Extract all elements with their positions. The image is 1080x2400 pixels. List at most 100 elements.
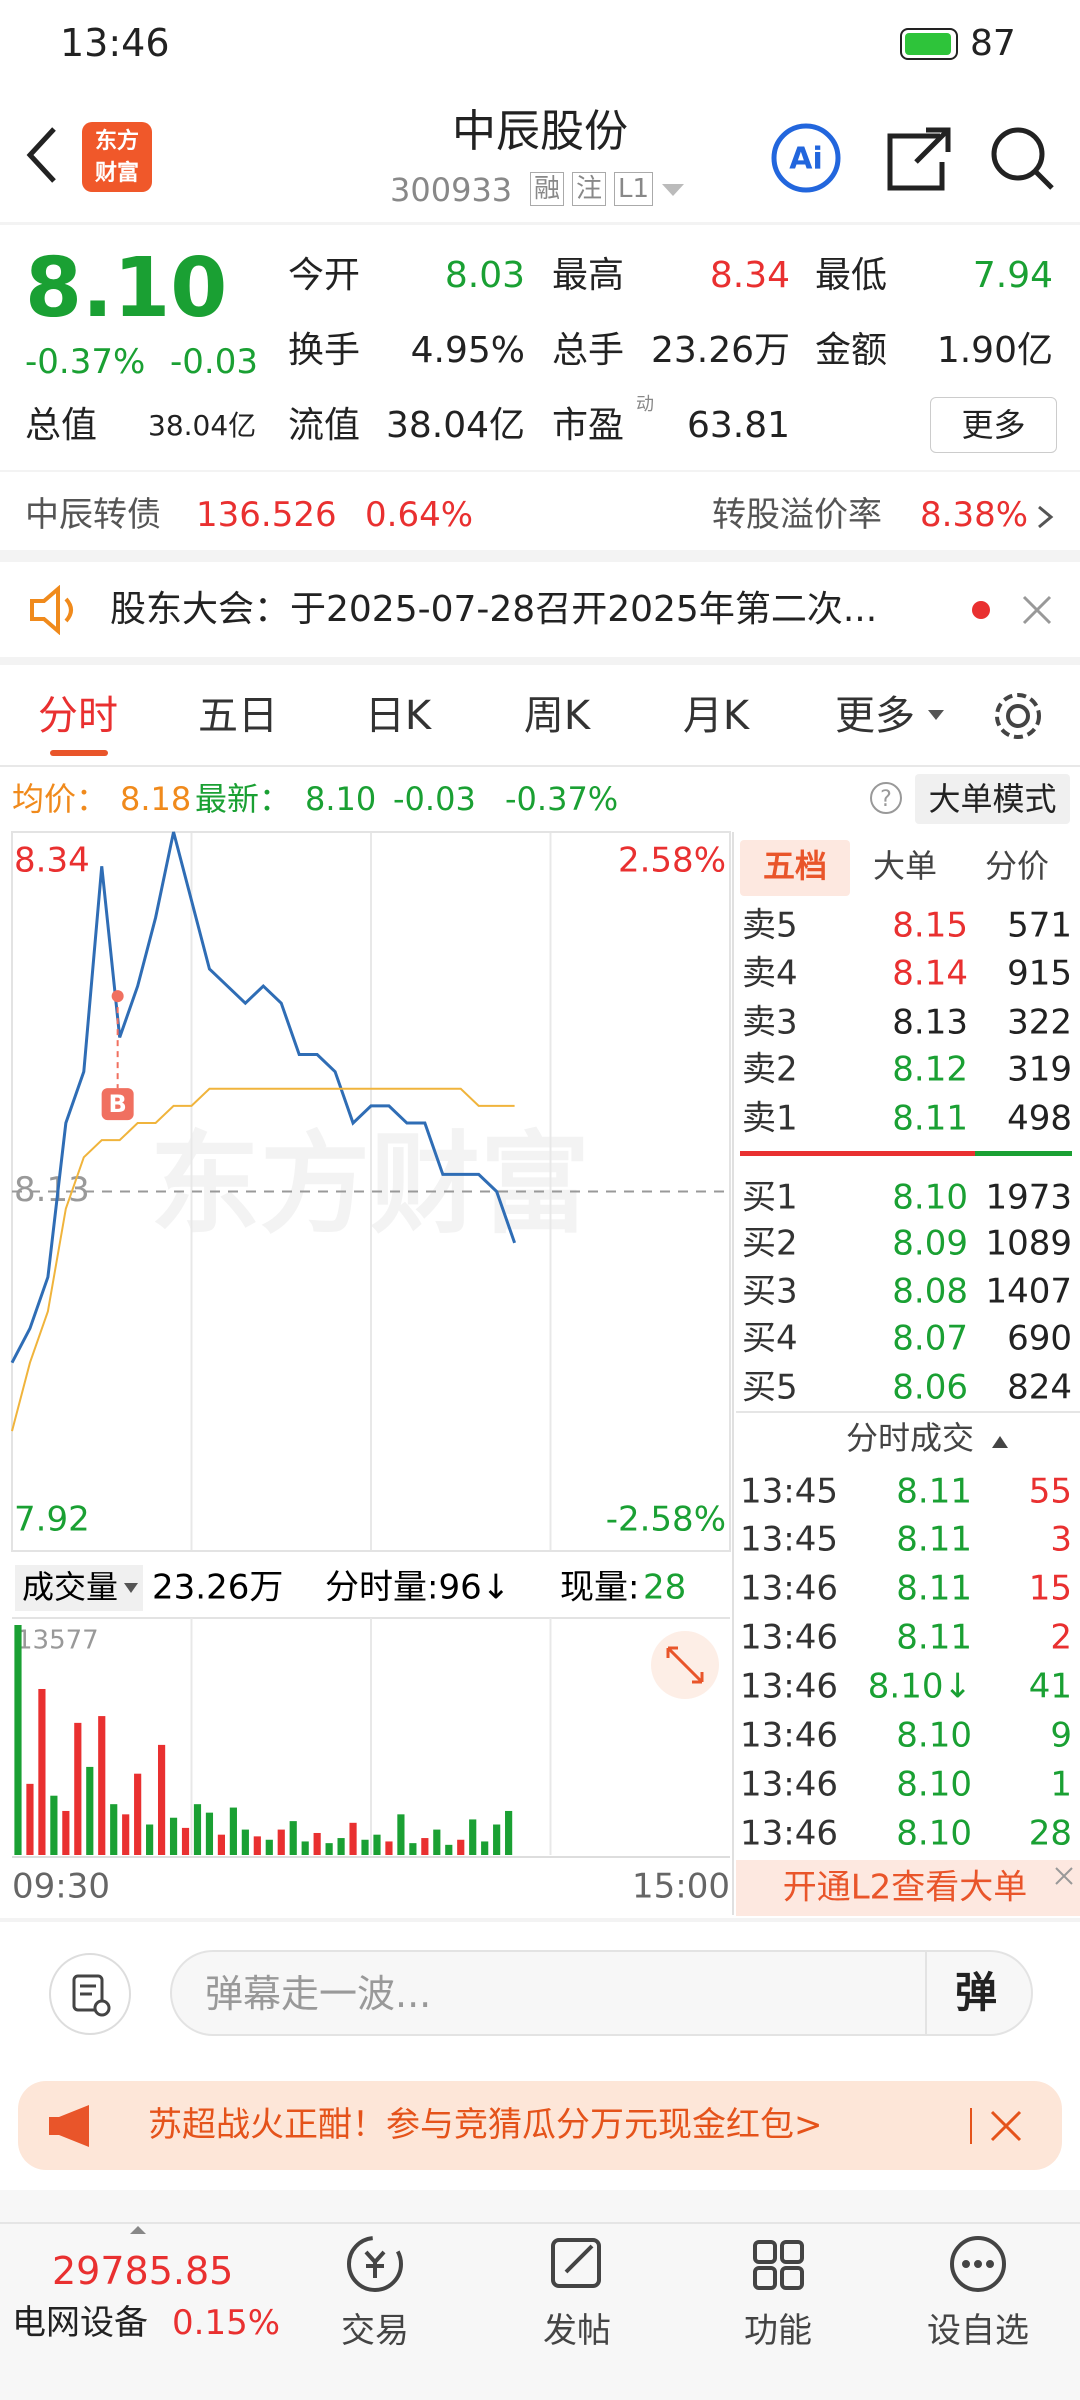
trade-price: 8.11 (896, 1569, 972, 1609)
trade-time: 13:46 (740, 1618, 838, 1658)
danmu-settings[interactable] (46, 1950, 136, 2040)
close-button[interactable] (988, 2108, 1024, 2144)
index-name[interactable]: 电网设备 (12, 2303, 148, 2343)
book-volume: 1973 (985, 1178, 1072, 1218)
battery: 87 (970, 23, 1016, 64)
l2-bg[interactable] (736, 1860, 1080, 1916)
tab[interactable]: 分价 (985, 847, 1049, 885)
trade-volume: 3 (1050, 1520, 1072, 1560)
divider (0, 657, 1080, 665)
sort-icon (992, 1436, 1008, 1448)
danmu-button[interactable]: 弹 (955, 1968, 998, 2017)
book-volume: 322 (1007, 1003, 1072, 1043)
trade-marker: B (109, 1090, 127, 1118)
share-button[interactable] (887, 127, 951, 191)
book-label: 卖4 (742, 954, 798, 994)
trade-time: 13:46 (740, 1765, 838, 1805)
ai-button[interactable]: Ai (771, 123, 841, 193)
volume-bar (445, 1844, 453, 1855)
y2-tick-label: -2.58% (606, 1500, 726, 1540)
pct: -0.37% (505, 780, 619, 818)
y2-tick-label: 2.58% (618, 841, 726, 881)
trades-title: 分时成交 (846, 1419, 974, 1457)
tab[interactable]: 日K (364, 693, 432, 739)
volume-bar (505, 1810, 513, 1855)
close-button[interactable] (1020, 593, 1054, 627)
volume-label-box[interactable] (15, 1565, 143, 1611)
index-value[interactable]: 29785.85 (52, 2249, 234, 2293)
comment-input[interactable] (170, 1950, 1033, 2036)
mode-button[interactable]: 大单模式 (915, 774, 1070, 824)
more-button[interactable]: 更多 (930, 397, 1057, 453)
notice[interactable]: 股东大会：于2025-07-28召开2025年第二次... (110, 589, 878, 630)
l2-link[interactable]: 开通L2查看大单 (783, 1868, 1028, 1908)
tab[interactable]: 周K (523, 693, 591, 739)
index-pct[interactable]: 0.15% (172, 2303, 281, 2343)
comment-placeholder: 弹幕走一波... (205, 1972, 432, 2016)
x-tick-label: 09:30 (12, 1867, 110, 1907)
current-label: 现量: (560, 1568, 639, 1608)
tab[interactable]: 五档 (763, 847, 827, 885)
help-icon[interactable]: ? (868, 780, 904, 816)
logo[interactable]: 东方 财富 (82, 122, 152, 192)
red-dot (972, 601, 990, 619)
divider (0, 2190, 1080, 2222)
price-line (11, 1087, 515, 1432)
book-label: 买2 (742, 1224, 798, 1264)
value: 8.03 (444, 255, 525, 296)
tab[interactable]: 大单 (873, 847, 937, 885)
book-label: 卖5 (742, 906, 798, 946)
book-price: 8.10 (892, 1178, 968, 1218)
value: 38.04亿 (148, 409, 257, 442)
volume-bar (122, 1814, 130, 1855)
volume-bar (38, 1688, 46, 1855)
label: 换手 (288, 330, 361, 371)
premium-label: 转股溢价率 (712, 495, 882, 535)
book-label: 买3 (742, 1272, 798, 1312)
y-tick-label: 13577 (16, 1626, 99, 1656)
svg-text:Ai: Ai (789, 142, 823, 177)
nav-item[interactable]: 设自选 (927, 2311, 1029, 2351)
stock-code: 300933 (390, 171, 513, 209)
book-volume: 915 (1007, 954, 1072, 994)
nav-item[interactable]: 功能 (744, 2311, 812, 2351)
label: 流值 (288, 405, 361, 446)
book-price: 8.11 (892, 1099, 968, 1139)
tab[interactable]: 更多 (835, 693, 915, 739)
dropdown-icon[interactable] (660, 182, 686, 198)
divider (0, 470, 1080, 472)
book-label: 卖1 (742, 1099, 798, 1139)
change: -0.03 (393, 780, 476, 818)
divider (0, 765, 1080, 767)
volume-bar (98, 1716, 106, 1855)
expand-button[interactable] (651, 1631, 719, 1699)
tag: 注 (572, 172, 607, 206)
banner[interactable] (18, 2081, 1062, 2170)
tab[interactable]: 月K (682, 693, 750, 739)
book-volume: 498 (1007, 1099, 1072, 1139)
label: 今开 (288, 255, 361, 296)
header-icons: Ai (771, 123, 1054, 193)
time: 13:46 (60, 21, 170, 65)
tab-bg (740, 840, 850, 896)
trade-marker-box (101, 1088, 134, 1121)
close-button[interactable] (1055, 1867, 1073, 1885)
search-button[interactable] (991, 127, 1054, 190)
nav-item[interactable]: 交易 (341, 2311, 409, 2351)
tab[interactable]: 五日 (198, 693, 278, 739)
back-button[interactable] (22, 125, 62, 185)
volume-bar (469, 1819, 477, 1855)
value: 38.04亿 (385, 405, 525, 446)
book-label: 买5 (742, 1368, 798, 1408)
trade-volume: 9 (1050, 1716, 1072, 1756)
divider (925, 1952, 927, 2034)
dropdown-icon (124, 1583, 138, 1593)
nav-item[interactable]: 发帖 (543, 2311, 611, 2351)
label: 金额 (815, 330, 888, 371)
arrow[interactable] (1035, 503, 1055, 531)
tab[interactable]: 分时 (38, 693, 118, 739)
settings-button[interactable] (990, 688, 1046, 744)
premium: 8.38% (920, 495, 1029, 535)
